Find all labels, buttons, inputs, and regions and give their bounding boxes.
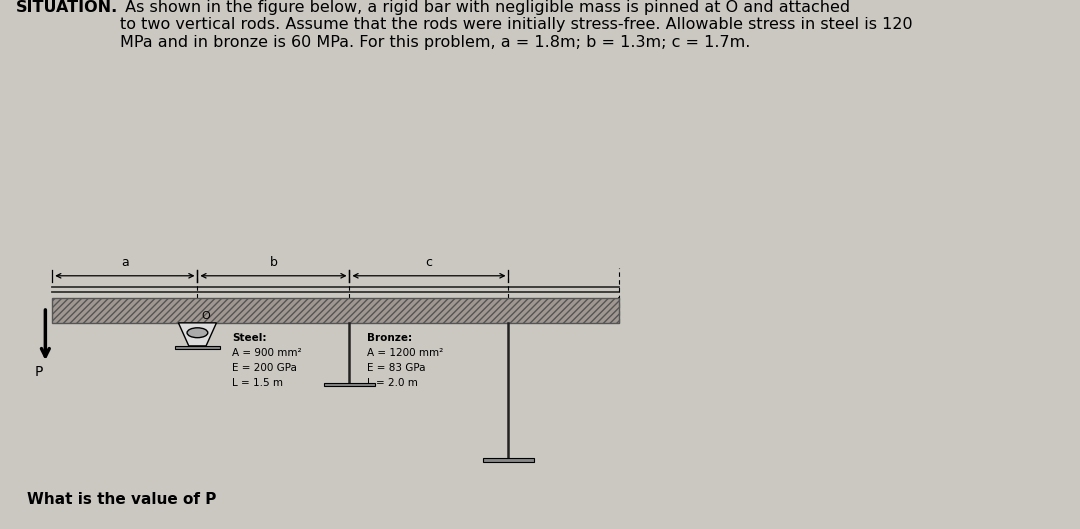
Bar	[483, 459, 535, 462]
Text: SITUATION.: SITUATION.	[16, 0, 119, 15]
Text: A = 1200 mm²: A = 1200 mm²	[367, 348, 443, 358]
Bar	[52, 298, 619, 323]
Text: Steel:: Steel:	[232, 333, 267, 343]
Text: E = 200 GPa: E = 200 GPa	[232, 363, 297, 373]
Text: L = 2.0 m: L = 2.0 m	[367, 378, 418, 388]
Text: What is the value of P: What is the value of P	[27, 492, 216, 507]
Bar	[175, 346, 220, 349]
Text: A = 900 mm²: A = 900 mm²	[232, 348, 301, 358]
Text: O: O	[201, 311, 210, 321]
Text: c: c	[426, 256, 432, 269]
Polygon shape	[178, 323, 216, 346]
Text: a: a	[121, 256, 129, 269]
Text: L = 1.5 m: L = 1.5 m	[232, 378, 283, 388]
Text: b: b	[270, 256, 278, 269]
Circle shape	[187, 328, 207, 338]
Bar	[324, 383, 376, 386]
Text: Bronze:: Bronze:	[367, 333, 411, 343]
Text: P: P	[35, 364, 42, 379]
Text: E = 83 GPa: E = 83 GPa	[367, 363, 426, 373]
Text: As shown in the figure below, a rigid bar with negligible mass is pinned at O an: As shown in the figure below, a rigid ba…	[120, 0, 913, 50]
